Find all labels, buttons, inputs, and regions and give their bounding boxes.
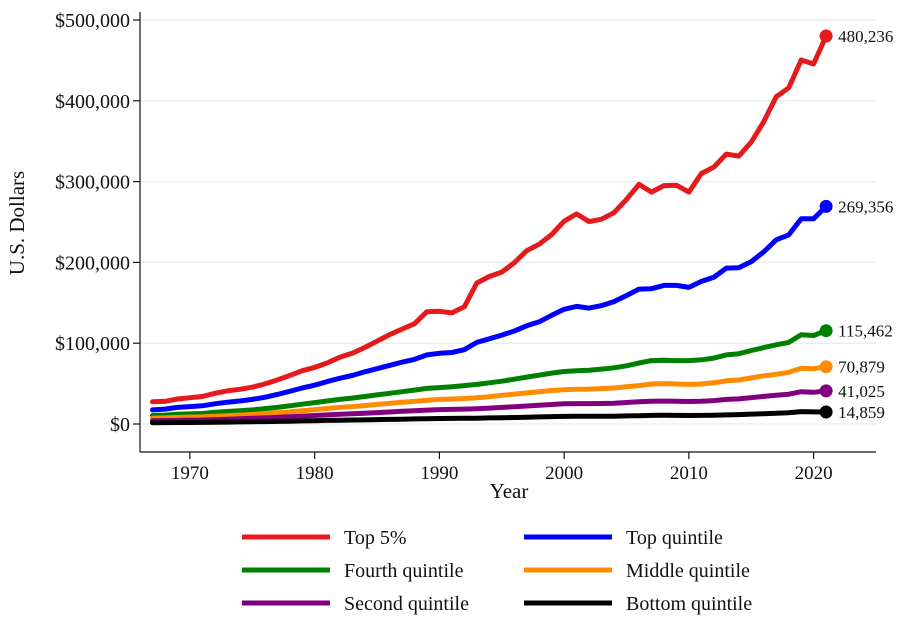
legend-item-fourth-quintile: Fourth quintile	[242, 560, 464, 582]
legend-label: Middle quintile	[626, 560, 750, 582]
series-line-bottom-quintile	[150, 409, 829, 426]
legend-label: Bottom quintile	[626, 593, 752, 615]
y-tick-label: $300,000	[55, 172, 130, 194]
series-line-top-5	[150, 33, 829, 405]
series-line-second-quintile	[150, 388, 829, 424]
y-tick-label: $0	[110, 414, 130, 436]
x-tick-label: 1970	[171, 463, 209, 484]
legend-label: Top quintile	[626, 527, 723, 549]
series-line-fourth-quintile	[150, 328, 829, 418]
y-axis-title: U.S. Dollars	[5, 171, 29, 275]
series-line-middle-quintile	[150, 364, 829, 421]
x-ticks: 1970 1980 1990 2000 2010 2020	[171, 452, 833, 484]
series-endpoint-top-5	[819, 29, 833, 43]
end-value-label-bottom-quintile: 14,859	[838, 403, 885, 422]
legend-item-bottom-quintile: Bottom quintile	[524, 593, 752, 615]
axes	[139, 12, 876, 453]
series-endpoint-middle-quintile	[819, 360, 833, 374]
y-tick-label: $500,000	[55, 10, 130, 32]
y-tick-label: $100,000	[55, 333, 130, 355]
legend: Top 5% Top quintile Fourth quintile Middle …	[242, 527, 752, 615]
x-tick-label: 2010	[670, 463, 708, 484]
legend-label: Second quintile	[344, 593, 469, 615]
end-value-label-middle-quintile: 70,879	[838, 358, 885, 377]
legend-label: Fourth quintile	[344, 560, 464, 582]
series-line-top-quintile	[150, 203, 829, 413]
legend-item-second-quintile: Second quintile	[242, 593, 469, 615]
end-value-label-second-quintile: 41,025	[838, 382, 885, 401]
series-lines	[150, 33, 829, 426]
x-tick-label: 2000	[545, 463, 583, 484]
y-ticks: $0 $100,000 $200,000 $300,000 $400,000 $500,0…	[55, 10, 140, 436]
end-value-label-top-5: 480,236	[838, 27, 893, 46]
series-endpoints: 480,236 269,356 115,462 70,879 41,025 14,859	[819, 27, 893, 422]
series-endpoint-second-quintile	[819, 384, 833, 398]
end-value-label-fourth-quintile: 115,462	[838, 322, 893, 341]
legend-item-top-5: Top 5%	[242, 527, 406, 549]
legend-item-middle-quintile: Middle quintile	[524, 560, 750, 582]
series-endpoint-top-quintile	[819, 199, 833, 213]
x-tick-label: 1990	[420, 463, 458, 484]
end-value-label-top-quintile: 269,356	[838, 197, 893, 216]
series-endpoint-bottom-quintile	[819, 405, 833, 419]
gridlines	[140, 19, 876, 425]
series-endpoint-fourth-quintile	[819, 324, 833, 338]
legend-item-top-quintile: Top quintile	[524, 527, 723, 549]
x-axis-title: Year	[490, 479, 529, 503]
x-tick-label: 2020	[795, 463, 833, 484]
x-tick-label: 1980	[296, 463, 334, 484]
legend-label: Top 5%	[344, 527, 406, 549]
y-tick-label: $400,000	[55, 91, 130, 113]
y-tick-label: $200,000	[55, 252, 130, 274]
